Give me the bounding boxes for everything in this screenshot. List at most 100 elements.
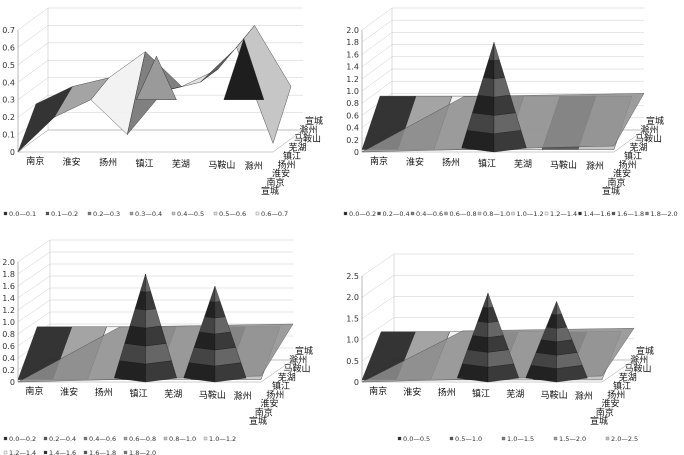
- surface-peak: [136, 55, 177, 100]
- legend-swatch: [449, 436, 454, 441]
- y-tick-label: 南京: [255, 406, 273, 418]
- x-tick-label: 扬州: [95, 387, 113, 399]
- z-tick-label: 1.4: [2, 294, 15, 303]
- legend-swatch: [410, 211, 415, 216]
- y-tick-label: 滁州: [300, 125, 318, 136]
- peak-镇江: [114, 273, 177, 383]
- legend-label: 1.8—2.0: [129, 449, 156, 455]
- z-tick-label: 0: [354, 148, 359, 157]
- x-tick-label: 南京: [370, 155, 388, 167]
- legend-label: 2.0—2.5: [611, 435, 638, 443]
- legend-swatch: [553, 436, 558, 441]
- x-tick-label: 镇江: [478, 157, 496, 169]
- legend-swatch: [43, 450, 48, 455]
- x-tick-label: 淮安: [63, 156, 81, 168]
- z-tick-label: 0: [354, 378, 359, 387]
- chart-panel-4: 00.51.01.52.02.5南京 淮安 扬州 镇江 芜湖 马鞍山 滁州宣城南京淮安扬州镇…: [346, 253, 654, 443]
- y-tick-label: 宣城: [305, 115, 323, 127]
- x-tick-label: 滁州: [234, 391, 252, 402]
- z-tick-label: 0.6: [2, 43, 15, 52]
- legend: 0.0—0.2 0.2—0.4 0.4—0.6 0.6—0.8 0.8—1.0 1.0—1…: [3, 435, 236, 455]
- legend-swatch: [43, 436, 48, 441]
- legend-label: 1.0—1.5: [507, 435, 534, 443]
- peak-镇江: [456, 292, 520, 383]
- y-tick-label: 南京: [608, 176, 626, 188]
- z-tick-label: 1.2: [346, 75, 359, 84]
- legend-label: 0.0—0.1: [9, 210, 36, 218]
- z-tick-label: 0.1: [2, 131, 15, 140]
- legend-label: 0.1—0.2: [51, 210, 78, 218]
- legend-label: 0.0—0.2: [9, 435, 36, 443]
- y-tick-label: 宣城: [261, 185, 279, 197]
- legend-label: 1.2—1.4: [9, 449, 36, 455]
- legend-swatch: [171, 211, 176, 216]
- legend-swatch: [3, 450, 8, 455]
- y-tick-label: 淮安: [613, 168, 631, 180]
- y-tick-label: 淮安: [602, 398, 620, 410]
- legend-label: 0.5—0.6: [219, 210, 246, 218]
- y-tick-label: 芜湖: [289, 141, 307, 153]
- legend-label: 1.5—2.0: [559, 435, 586, 443]
- x-tick-label: 马鞍山: [199, 389, 226, 401]
- x-tick-label: 滁州: [575, 391, 593, 402]
- surface-strip: [236, 25, 292, 144]
- z-tick-label: 0.4: [346, 124, 359, 133]
- legend-label: 1.2—1.4: [550, 210, 577, 218]
- z-tick-label: 1.0: [346, 87, 359, 96]
- z-tick-label: 0.8: [2, 330, 15, 339]
- x-tick-label: 扬州: [442, 157, 460, 169]
- legend-label: 1.4—1.6: [49, 449, 76, 455]
- chart-panel-1: 00.10.20.30.40.50.60.7南京 淮安 扬州 镇江 芜湖 马鞍山 滁州宣城南…: [2, 7, 323, 218]
- z-tick-label: 1.4: [346, 63, 359, 72]
- z-tick-label: 1.2: [2, 306, 15, 315]
- z-tick-label: 0.8: [346, 99, 359, 108]
- peak-马鞍山: [525, 301, 588, 383]
- z-tick-label: 0.7: [2, 26, 15, 35]
- z-tick-label: 0.6: [346, 111, 359, 120]
- y-tick-label: 滁州: [630, 355, 648, 366]
- legend-swatch: [645, 211, 649, 216]
- y-tick-label: 芜湖: [630, 141, 648, 153]
- y-tick-label: 镇江: [613, 380, 631, 392]
- legend-swatch: [377, 211, 381, 216]
- z-tick-label: 0.2: [346, 136, 359, 145]
- z-tick-label: 0.5: [2, 61, 15, 70]
- legend-label: 0.6—0.7: [261, 210, 288, 218]
- legend-label: 1.0—1.2: [517, 210, 544, 218]
- legend-swatch: [444, 211, 448, 216]
- y-tick-label: 镇江: [283, 150, 301, 162]
- legend-swatch: [3, 436, 8, 441]
- x-tick-label: 南京: [369, 385, 387, 397]
- z-tick-label: 1.6: [346, 50, 359, 59]
- legend-swatch: [83, 436, 88, 441]
- y-tick-label: 马鞍山: [635, 133, 662, 145]
- legend-swatch: [255, 211, 260, 216]
- y-tick-label: 镇江: [272, 380, 290, 392]
- x-tick-label: 马鞍山: [541, 389, 568, 401]
- legend-label: 1.4—1.6: [584, 210, 611, 218]
- z-tick-label: 2.0: [2, 258, 15, 267]
- legend-swatch: [123, 450, 128, 455]
- legend-label: 0.4—0.6: [416, 210, 443, 218]
- y-tick-label: 扬州: [278, 159, 296, 171]
- y-tick-label: 马鞍山: [294, 133, 321, 145]
- legend-label: 0.5—1.0: [455, 435, 482, 443]
- chart-panel-3: 00.20.40.60.81.01.21.41.61.82.0南京 淮安 扬州 镇江芜…: [2, 239, 313, 455]
- legend-swatch: [578, 211, 582, 216]
- legend-swatch: [87, 211, 92, 216]
- surface-strip: [17, 86, 73, 153]
- legend-swatch: [163, 436, 168, 441]
- y-tick-label: 南京: [267, 176, 285, 188]
- z-tick-label: 0.4: [2, 78, 15, 87]
- y-tick-label: 宣城: [590, 415, 608, 427]
- legend-swatch: [203, 436, 208, 441]
- chart-panel-2: 00.20.40.60.81.01.21.41.61.82.0南京 淮安 扬州 镇江芜…: [343, 7, 678, 218]
- z-tick-label: 1.5: [346, 314, 359, 323]
- z-tick-label: 0.6: [2, 342, 15, 351]
- z-tick-label: 1.0: [346, 336, 359, 345]
- y-tick-label: 滁州: [641, 125, 659, 136]
- x-tick-label: 芜湖: [514, 158, 532, 170]
- z-tick-label: 0.2: [2, 366, 15, 375]
- legend-label: 0.6—0.8: [129, 435, 156, 443]
